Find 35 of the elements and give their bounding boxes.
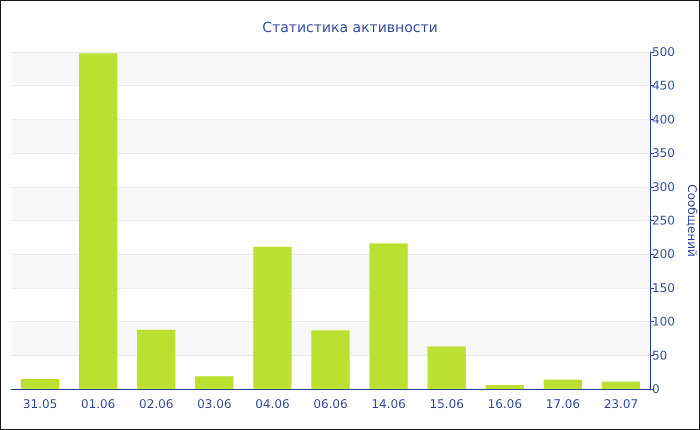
y-tick-label: 450 xyxy=(652,78,675,93)
bar xyxy=(195,376,234,389)
bar xyxy=(137,330,176,389)
y-tick-label: 200 xyxy=(652,247,675,262)
bar xyxy=(20,378,60,389)
chart-title: Статистика активности xyxy=(262,20,438,36)
bar xyxy=(602,382,640,389)
y-tick-label: 150 xyxy=(652,280,675,295)
x-tick-label: 02.06 xyxy=(139,397,174,411)
x-tick-label: 17.06 xyxy=(546,397,580,411)
x-tick-label: 31.05 xyxy=(22,397,58,411)
y-tick-label: 300 xyxy=(652,180,675,194)
y-axis-title: Сообщений xyxy=(684,184,699,257)
bar xyxy=(486,384,524,389)
y-tick-label: 400 xyxy=(652,112,675,126)
x-tick-label: 04.06 xyxy=(255,397,290,411)
bar xyxy=(311,330,350,389)
y-tick-label: 100 xyxy=(652,314,675,329)
y-tick-label: 350 xyxy=(652,146,675,160)
x-tick-label: 23.07 xyxy=(604,397,638,411)
bar xyxy=(253,246,292,389)
bar xyxy=(369,243,408,389)
bar xyxy=(428,346,466,389)
x-tick-label: 15.06 xyxy=(430,397,464,411)
x-tick-label: 03.06 xyxy=(197,397,232,411)
y-tick-label: 50 xyxy=(652,348,668,362)
x-tick-label: 16.06 xyxy=(488,397,522,411)
y-tick-label: 0 xyxy=(652,382,660,396)
x-tick-label: 14.06 xyxy=(371,397,406,411)
y-tick-label: 500 xyxy=(652,45,675,59)
bar xyxy=(544,380,582,389)
bar xyxy=(78,53,118,389)
y-tick-label: 250 xyxy=(652,214,675,228)
x-tick-label: 06.06 xyxy=(313,397,348,411)
x-tick-label: 01.06 xyxy=(80,397,116,411)
